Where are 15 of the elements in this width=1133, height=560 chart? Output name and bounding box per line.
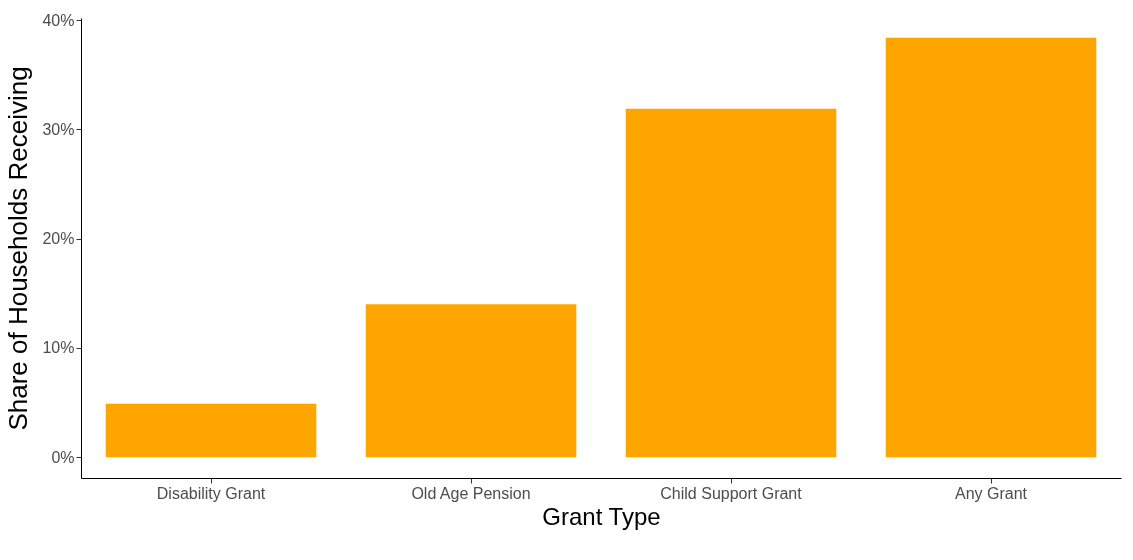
x-tick-label: Any Grant bbox=[954, 484, 1028, 502]
x-axis-title: Grant Type bbox=[542, 502, 661, 530]
bar bbox=[885, 37, 1097, 458]
bar bbox=[365, 304, 577, 458]
bar bbox=[625, 108, 837, 458]
y-tick-label: 0% bbox=[51, 448, 75, 466]
y-tick-label: 40% bbox=[42, 11, 75, 29]
x-tick-label: Child Support Grant bbox=[660, 484, 803, 502]
y-tick-label: 10% bbox=[42, 339, 75, 357]
bar bbox=[105, 403, 317, 458]
y-tick-label: 20% bbox=[42, 230, 75, 248]
y-tick-label: 30% bbox=[42, 120, 75, 138]
y-axis-title: Share of Households Receiving bbox=[3, 66, 34, 431]
x-tick-label: Disability Grant bbox=[156, 484, 266, 502]
x-tick-label: Old Age Pension bbox=[411, 484, 531, 502]
